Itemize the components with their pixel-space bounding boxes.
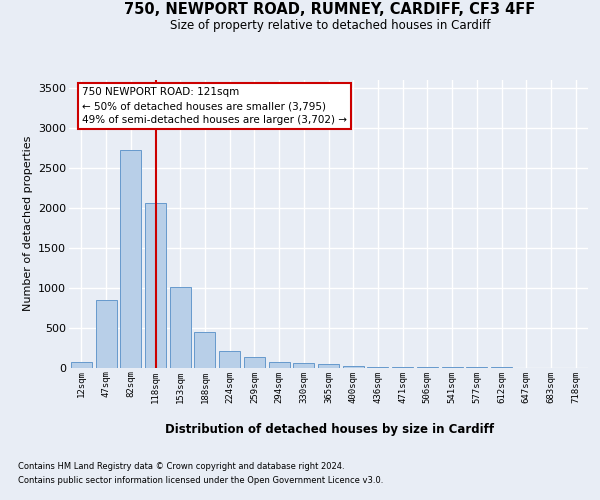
Bar — [343, 366, 364, 368]
Bar — [145, 203, 166, 368]
Bar — [170, 287, 191, 368]
Text: Size of property relative to detached houses in Cardiff: Size of property relative to detached ho… — [170, 19, 490, 32]
Bar — [269, 362, 290, 368]
Bar — [71, 362, 92, 368]
Text: Contains public sector information licensed under the Open Government Licence v3: Contains public sector information licen… — [18, 476, 383, 485]
Bar — [293, 362, 314, 368]
Text: 750, NEWPORT ROAD, RUMNEY, CARDIFF, CF3 4FF: 750, NEWPORT ROAD, RUMNEY, CARDIFF, CF3 … — [124, 2, 536, 18]
Text: Distribution of detached houses by size in Cardiff: Distribution of detached houses by size … — [166, 422, 494, 436]
Text: Contains HM Land Registry data © Crown copyright and database right 2024.: Contains HM Land Registry data © Crown c… — [18, 462, 344, 471]
Bar — [367, 366, 388, 368]
Bar — [318, 364, 339, 368]
Bar — [244, 356, 265, 368]
Y-axis label: Number of detached properties: Number of detached properties — [23, 136, 32, 312]
Text: 750 NEWPORT ROAD: 121sqm
← 50% of detached houses are smaller (3,795)
49% of sem: 750 NEWPORT ROAD: 121sqm ← 50% of detach… — [82, 87, 347, 125]
Bar — [219, 350, 240, 368]
Bar — [95, 300, 116, 368]
Bar — [120, 150, 141, 368]
Bar — [194, 332, 215, 368]
